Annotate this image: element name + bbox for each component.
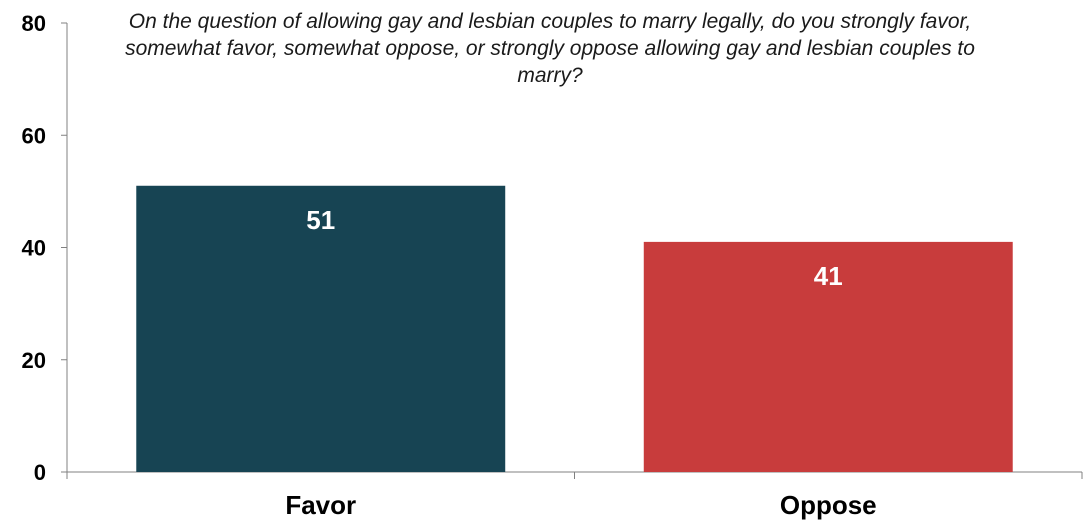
y-tick-label: 20 — [22, 348, 46, 373]
data-label: 51 — [306, 205, 335, 235]
y-tick-label: 60 — [22, 123, 46, 148]
bars — [136, 185, 1013, 472]
bar-oppose — [643, 241, 1013, 472]
chart-title: On the question of allowing gay and lesb… — [125, 10, 975, 87]
bar-favor — [136, 185, 506, 472]
labels: 51 Favor 41 Oppose — [285, 205, 876, 520]
x-category-label: Favor — [285, 490, 356, 520]
y-tick-label: 0 — [34, 460, 46, 485]
y-tick-label: 80 — [22, 11, 46, 36]
x-category-label: Oppose — [780, 490, 877, 520]
y-tick-label: 40 — [22, 236, 46, 261]
data-label: 41 — [814, 261, 843, 291]
